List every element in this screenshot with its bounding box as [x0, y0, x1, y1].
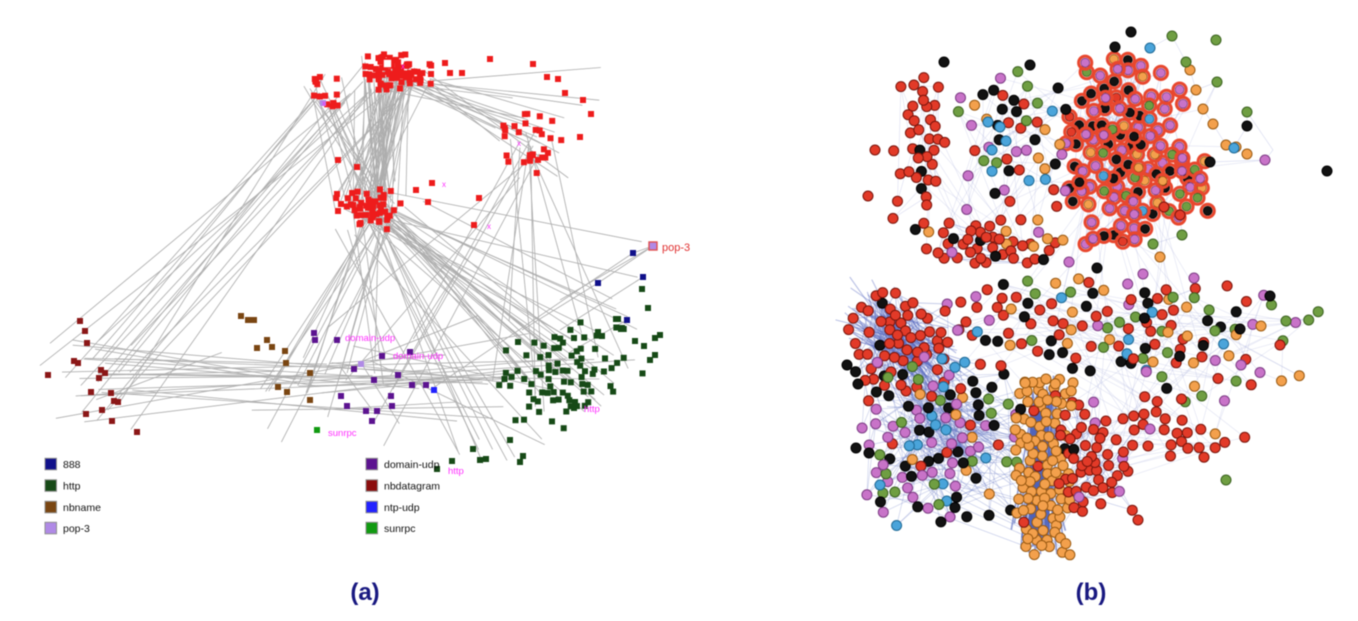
svg-text:888: 888 [63, 459, 81, 471]
svg-text:(a): (a) [350, 579, 379, 606]
svg-text:sunrpc: sunrpc [384, 523, 416, 535]
svg-text:(b): (b) [1076, 579, 1107, 606]
svg-text:pop-3: pop-3 [63, 523, 90, 535]
svg-text:sunrpc: sunrpc [328, 428, 357, 439]
svg-text:x: x [401, 62, 405, 71]
svg-text:http: http [63, 480, 81, 492]
svg-text:domain-udp: domain-udp [384, 459, 440, 471]
svg-text:x: x [442, 180, 446, 189]
svg-text:http: http [448, 466, 464, 477]
svg-text:x: x [322, 99, 326, 108]
svg-text:nbdatagram: nbdatagram [384, 480, 440, 492]
svg-text:x: x [517, 139, 521, 148]
svg-text:x: x [487, 222, 491, 231]
svg-text:http: http [584, 404, 600, 415]
svg-text:ntp-udp: ntp-udp [384, 502, 420, 514]
svg-text:domain-udp: domain-udp [393, 351, 443, 362]
svg-text:domain-udp: domain-udp [345, 333, 395, 344]
svg-text:nbname: nbname [63, 502, 101, 514]
svg-text:pop-3: pop-3 [662, 242, 690, 254]
